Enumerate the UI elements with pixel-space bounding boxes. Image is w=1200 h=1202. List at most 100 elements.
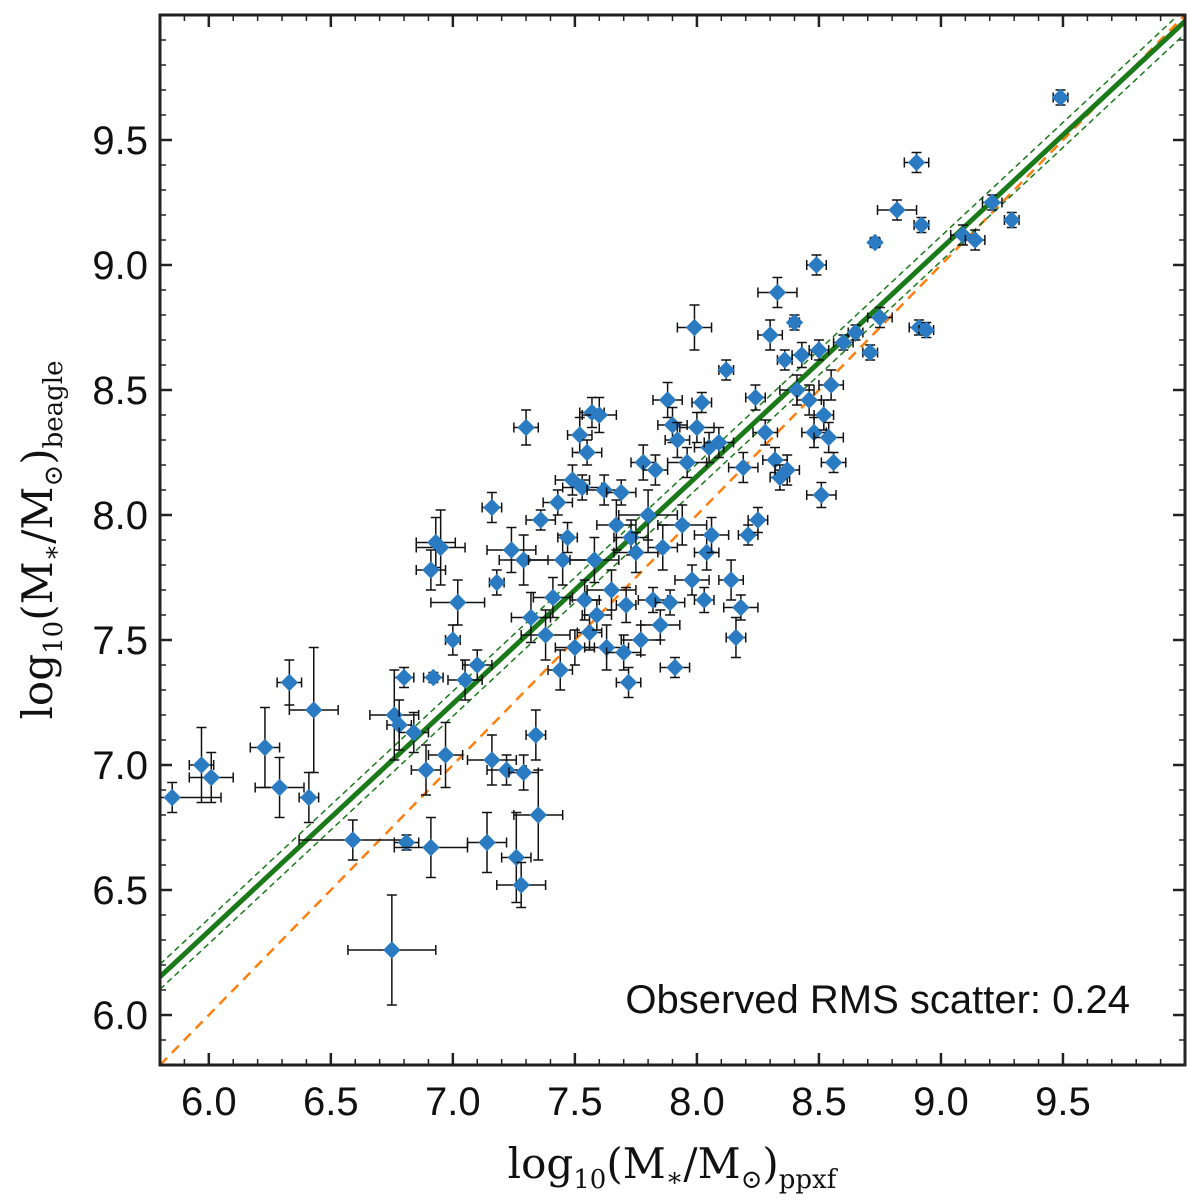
data-point (832, 333, 854, 352)
point-marker (431, 538, 450, 557)
data-point (813, 421, 845, 454)
point-marker (954, 226, 972, 244)
data-point (808, 339, 830, 361)
point-marker (668, 431, 687, 449)
data-point (160, 781, 222, 814)
data-point (188, 726, 215, 804)
point-marker (192, 756, 211, 774)
fit-band-lower (160, 33, 1185, 990)
data-point (613, 531, 659, 574)
point-marker (683, 571, 701, 589)
data-point (288, 646, 339, 774)
data-point (461, 649, 493, 681)
data-point (725, 616, 747, 659)
data-point (805, 481, 837, 509)
data-point (866, 233, 884, 252)
point-marker (673, 516, 691, 534)
point-marker (551, 661, 569, 679)
data-point (964, 229, 986, 251)
data-point (647, 524, 679, 571)
data-point (861, 343, 879, 362)
point-marker (834, 333, 853, 352)
y-tick-label: 7.0 (92, 744, 148, 788)
x-axis-label-sub1: 10 (573, 1165, 606, 1195)
point-marker (300, 788, 318, 807)
point-marker (566, 638, 584, 657)
data-point (727, 451, 759, 484)
point-marker (571, 426, 589, 444)
point-marker (575, 591, 594, 609)
y-tick-label: 8.5 (92, 369, 148, 413)
y-tick-label: 9.5 (92, 119, 148, 163)
data-point (620, 624, 662, 656)
y-axis-label-log: log (13, 654, 62, 720)
point-marker (344, 831, 362, 849)
point-marker (614, 643, 633, 662)
point-marker (612, 483, 630, 502)
point-marker (785, 313, 804, 332)
point-marker (627, 543, 645, 562)
point-marker (536, 626, 555, 644)
fit-line (160, 19, 1185, 979)
point-marker (778, 461, 796, 479)
data-point (615, 586, 637, 624)
point-marker (280, 673, 299, 692)
point-marker (617, 596, 635, 614)
point-marker (456, 671, 474, 689)
point-marker (544, 588, 562, 607)
point-marker (202, 768, 220, 787)
y-axis-label-slash: /M (13, 487, 62, 544)
y-axis-label-sub1: 10 (39, 621, 69, 654)
point-marker (666, 658, 684, 677)
point-marker (527, 726, 545, 744)
x-axis-label-sun: ⊙ (741, 1165, 763, 1195)
point-marker (776, 351, 794, 369)
data-point (415, 549, 447, 591)
x-axis-label-mid: (M (606, 1139, 665, 1188)
data-point (369, 669, 420, 761)
point-marker (549, 493, 567, 512)
data-point (917, 321, 936, 339)
point-marker (1051, 88, 1070, 107)
x-tick-label: 7.0 (425, 1080, 481, 1124)
data-point (912, 216, 931, 234)
x-tick-label: 7.5 (547, 1080, 603, 1124)
point-marker (644, 591, 662, 609)
data-point (717, 359, 735, 381)
data-point (791, 341, 813, 369)
point-marker (163, 788, 181, 807)
data-point (525, 709, 547, 761)
point-marker (468, 656, 486, 674)
point-marker (756, 423, 774, 442)
data-point (723, 594, 759, 621)
data-point (676, 304, 713, 351)
data-point (422, 668, 444, 687)
point-marker (819, 428, 838, 447)
data-point (586, 569, 637, 611)
y-tick-label: 6.5 (92, 869, 148, 913)
point-marker (578, 443, 596, 462)
point-marker (595, 481, 613, 499)
data-point (513, 769, 564, 861)
point-marker (619, 673, 638, 692)
point-marker (651, 616, 670, 634)
point-marker (1003, 211, 1021, 229)
x-axis-label-star: ∗ (666, 1163, 684, 1193)
point-marker (734, 458, 752, 477)
data-point (664, 421, 691, 459)
data-point (752, 419, 779, 446)
point-marker (717, 361, 735, 379)
data-point (430, 579, 486, 626)
data-point (981, 193, 1003, 212)
data-point (674, 564, 710, 596)
point-marker (502, 541, 521, 559)
x-axis-label: log10(M∗/M⊙)ppxf (508, 1139, 839, 1195)
data-point (618, 489, 679, 541)
point-marker (810, 341, 828, 359)
point-marker (732, 598, 750, 617)
point-marker (422, 561, 440, 579)
point-marker (983, 193, 1001, 212)
y-axis-label-sun: ⊙ (39, 465, 69, 487)
data-point (566, 416, 593, 454)
point-marker (800, 391, 818, 409)
